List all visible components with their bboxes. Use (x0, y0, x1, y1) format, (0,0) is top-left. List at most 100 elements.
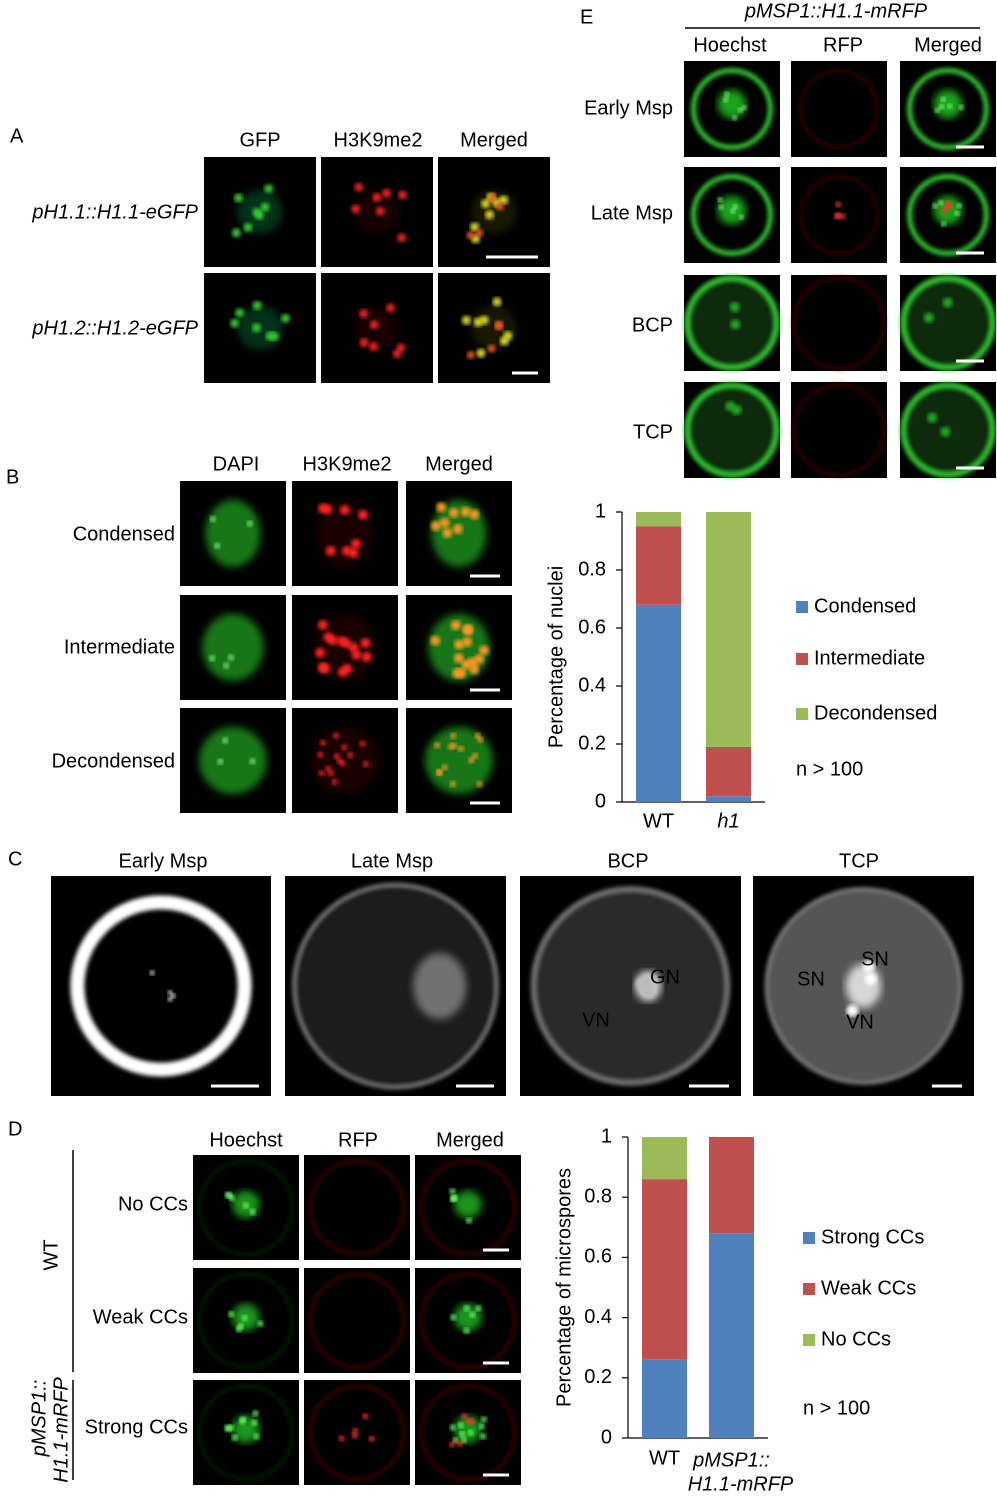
row-label: Weak CCs (93, 1306, 188, 1328)
micrograph (791, 275, 887, 371)
foci (927, 412, 938, 423)
foci (480, 1416, 487, 1423)
foci (449, 1441, 456, 1448)
legend-label: Strong CCs (821, 1226, 924, 1248)
foci (217, 758, 224, 765)
micrograph (406, 481, 512, 586)
foci (436, 769, 443, 776)
foci (475, 229, 484, 238)
foci (463, 1327, 470, 1334)
x-tick-label: h1 (717, 810, 739, 832)
foci (360, 638, 371, 649)
foci (938, 200, 944, 206)
column-header: Merged (914, 34, 982, 56)
foci (449, 780, 456, 787)
micrograph (304, 1155, 410, 1260)
foci (452, 668, 463, 679)
foci (457, 745, 464, 752)
foci (315, 647, 326, 658)
foci (934, 107, 940, 113)
foci (462, 636, 473, 647)
micrograph-background (791, 275, 887, 371)
foci (468, 1418, 475, 1425)
panel-label: E (580, 6, 593, 28)
foci (461, 1413, 468, 1420)
y-tick-label: 1 (601, 1125, 612, 1147)
foci (730, 208, 736, 214)
y-tick-label: 0.2 (578, 732, 606, 754)
foci (257, 1320, 264, 1327)
y-tick-label: 0.6 (584, 1246, 612, 1268)
cell-wall (691, 68, 773, 150)
foci (724, 91, 730, 97)
foci (265, 331, 275, 341)
cell-wall (70, 895, 252, 1077)
column-header: Merged (460, 129, 528, 151)
foci (450, 1195, 457, 1202)
nucleus (199, 726, 267, 795)
foci (449, 1424, 456, 1431)
foci (167, 990, 173, 996)
row-label: pH1.1::H1.1-eGFP (31, 201, 198, 223)
nucleus (311, 726, 379, 795)
y-tick-label: 0 (601, 1426, 612, 1448)
column-header: Merged (425, 453, 493, 475)
foci (450, 732, 457, 739)
foci (149, 970, 155, 976)
foci (956, 203, 962, 209)
foci (723, 97, 729, 103)
micrograph-background (791, 61, 887, 157)
y-tick-label: 0.8 (578, 558, 606, 580)
construct-label: pMSP1::H1.1-mRFP (744, 0, 928, 22)
foci (369, 342, 379, 352)
micrograph (791, 382, 887, 478)
foci (463, 1305, 470, 1312)
foci (731, 404, 742, 415)
micrograph (684, 167, 780, 263)
foci (447, 743, 454, 750)
foci (499, 195, 509, 205)
column-header: RFP (338, 1129, 378, 1151)
foci (481, 199, 491, 209)
foci (320, 739, 327, 746)
bar-segment (636, 512, 681, 527)
foci (222, 737, 229, 744)
cell-wall (907, 68, 989, 150)
foci (430, 635, 441, 646)
foci (368, 1435, 375, 1442)
foci (231, 228, 241, 238)
micrograph (193, 1155, 299, 1260)
row-label: TCP (633, 421, 673, 443)
foci (450, 620, 461, 631)
foci (469, 1311, 476, 1318)
foci (449, 1188, 456, 1195)
foci (242, 1202, 249, 1209)
row-label: Condensed (73, 523, 175, 545)
foci (230, 318, 240, 328)
foci (737, 107, 743, 113)
bar-segment (709, 1137, 754, 1234)
foci (494, 322, 503, 331)
column-header: Hoechst (693, 34, 767, 56)
foci (362, 1413, 369, 1420)
foci (499, 336, 509, 346)
cell-wall (530, 886, 731, 1086)
micrograph (285, 876, 506, 1096)
micrograph (438, 157, 550, 267)
x-tick-label: pMSP1:: (692, 1449, 770, 1471)
y-tick-label: 0.4 (584, 1306, 612, 1328)
foci (361, 651, 372, 662)
bar-segment (706, 796, 751, 802)
x-tick-label: WT (643, 810, 674, 832)
foci (436, 502, 447, 513)
legend-swatch (796, 708, 808, 720)
panel-label: A (10, 125, 24, 147)
foci (167, 996, 173, 1002)
micrograph (193, 1380, 299, 1485)
foci (738, 214, 744, 220)
foci (339, 760, 346, 767)
micrograph (415, 1155, 521, 1260)
micrograph (753, 876, 974, 1096)
micrograph (900, 167, 996, 263)
